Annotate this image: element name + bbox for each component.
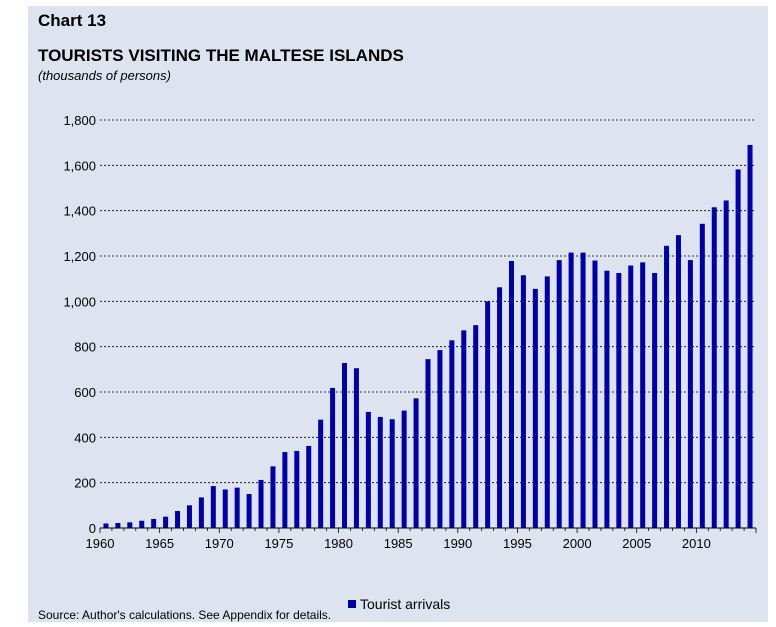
bar-1992 bbox=[485, 301, 491, 528]
bar-1982 bbox=[365, 411, 371, 528]
source-note: Source: Author's calculations. See Appen… bbox=[38, 608, 332, 622]
bar-2011 bbox=[711, 207, 717, 528]
chart-legend: Tourist arrivals bbox=[348, 596, 450, 612]
bar-2009 bbox=[687, 260, 693, 528]
x-tick-label: 1975 bbox=[264, 536, 293, 551]
bar-1979 bbox=[330, 387, 336, 528]
bar-1968 bbox=[198, 497, 204, 528]
x-tick-label: 1965 bbox=[145, 536, 174, 551]
bar-1967 bbox=[186, 505, 192, 528]
bar-1998 bbox=[556, 260, 562, 528]
bar-1993 bbox=[497, 287, 503, 528]
bar-2006 bbox=[652, 273, 658, 528]
bar-1978 bbox=[318, 419, 324, 528]
y-tick-label: 800 bbox=[74, 340, 96, 355]
bar-1970 bbox=[222, 489, 228, 528]
y-tick-label: 1,600 bbox=[63, 158, 96, 173]
chart-panel: Chart 13 TOURISTS VISITING THE MALTESE I… bbox=[28, 6, 768, 622]
bar-chart: 0 200 400 600 800 1,000 1,200 1,400 1,600 1,800 19… bbox=[63, 113, 757, 551]
bar-1975 bbox=[282, 452, 288, 528]
y-tick-label: 1,000 bbox=[63, 294, 96, 309]
x-tick-label: 1990 bbox=[443, 536, 472, 551]
bar-1964 bbox=[151, 518, 157, 528]
bar-1989 bbox=[449, 340, 455, 528]
x-tick-label: 1995 bbox=[503, 536, 532, 551]
bar-1990 bbox=[461, 330, 467, 528]
bar-1976 bbox=[294, 450, 300, 528]
bar-1987 bbox=[425, 359, 431, 528]
x-tick-label: 1970 bbox=[205, 536, 234, 551]
chart-title: TOURISTS VISITING THE MALTESE ISLANDS bbox=[38, 46, 404, 65]
bar-1962 bbox=[127, 522, 133, 528]
bar-2010 bbox=[699, 223, 705, 528]
bar-2014 bbox=[747, 144, 753, 528]
chart-number-label: Chart 13 bbox=[38, 11, 107, 30]
bar-1966 bbox=[175, 511, 181, 528]
bar-1983 bbox=[377, 416, 383, 528]
bar-1995 bbox=[520, 275, 526, 528]
bar-1972 bbox=[246, 494, 252, 528]
bar-1965 bbox=[163, 516, 169, 528]
y-tick-label: 1,200 bbox=[63, 249, 96, 264]
legend-swatch bbox=[348, 600, 356, 608]
bar-1999 bbox=[568, 252, 574, 528]
bar-2007 bbox=[664, 245, 670, 529]
bar-1997 bbox=[544, 276, 550, 528]
bar-2002 bbox=[604, 270, 610, 528]
x-tick-label: 1980 bbox=[324, 536, 353, 551]
bar-1994 bbox=[508, 260, 514, 528]
bar-1969 bbox=[210, 486, 216, 528]
bar-2001 bbox=[592, 260, 598, 528]
bar-1977 bbox=[306, 445, 312, 528]
y-tick-label: 600 bbox=[74, 385, 96, 400]
bar-2013 bbox=[735, 169, 741, 528]
bar-1973 bbox=[258, 479, 264, 528]
y-tick-label: 1,800 bbox=[63, 113, 96, 128]
bar-1981 bbox=[353, 368, 359, 528]
bar-2012 bbox=[723, 200, 729, 528]
bar-1986 bbox=[413, 398, 419, 528]
y-tick-label: 1,400 bbox=[63, 204, 96, 219]
x-tick-label: 2005 bbox=[622, 536, 651, 551]
x-tick-label: 2000 bbox=[563, 536, 592, 551]
bar-1963 bbox=[139, 520, 145, 528]
bar-1991 bbox=[473, 325, 479, 528]
bar-2000 bbox=[580, 252, 586, 528]
bar-1961 bbox=[115, 523, 121, 528]
bar-1960 bbox=[103, 523, 109, 528]
y-tick-label: 0 bbox=[89, 521, 96, 536]
bar-1971 bbox=[234, 487, 240, 528]
x-tick-label: 2010 bbox=[682, 536, 711, 551]
bar-1985 bbox=[401, 410, 407, 528]
bar-2003 bbox=[616, 273, 622, 528]
legend-label: Tourist arrivals bbox=[360, 596, 451, 612]
chart-subtitle: (thousands of persons) bbox=[38, 68, 171, 83]
bar-1996 bbox=[532, 288, 538, 528]
bar-1974 bbox=[270, 466, 276, 528]
bar-1984 bbox=[389, 419, 395, 528]
x-tick-label: 1960 bbox=[86, 536, 115, 551]
x-tick-label: 1985 bbox=[384, 536, 413, 551]
bar-2008 bbox=[675, 235, 681, 528]
y-tick-label: 400 bbox=[74, 430, 96, 445]
bar-2005 bbox=[640, 262, 646, 528]
bar-1980 bbox=[342, 362, 348, 528]
bar-1988 bbox=[437, 350, 443, 528]
bar-2004 bbox=[628, 265, 634, 528]
y-tick-label: 200 bbox=[74, 476, 96, 491]
